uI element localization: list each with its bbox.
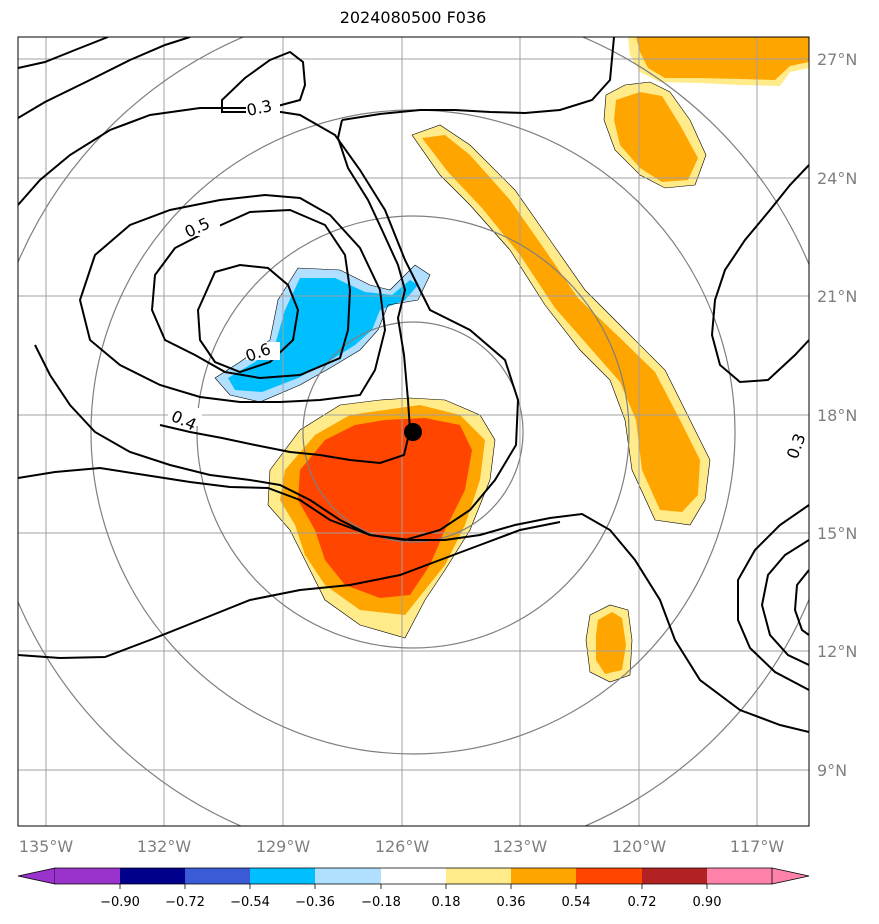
contour-0.4 (18, 107, 520, 542)
map-frame (17, 36, 810, 827)
colorbar-segment (511, 868, 576, 884)
map-area: 0.3 0.5 0.6 0.4 0.3 (18, 37, 809, 826)
storm-center-marker (404, 423, 422, 441)
shade-orange-band (412, 125, 710, 525)
lat-tick: 15°N (817, 524, 857, 543)
colorbar-tick: 0.54 (562, 895, 591, 910)
colorbar-tick: 0.36 (497, 895, 526, 910)
lon-tick: 129°W (256, 837, 311, 856)
colorbar-tick: −0.72 (165, 895, 205, 910)
lat-tick-labels: 27°N 24°N 21°N 18°N 15°N 12°N 9°N (817, 50, 857, 780)
colorbar-segment (120, 868, 185, 884)
contour-east-d (710, 164, 809, 384)
lat-tick: 21°N (817, 287, 857, 306)
gridlines (18, 37, 809, 826)
lon-tick: 123°W (493, 837, 548, 856)
colorbar-segment (381, 868, 446, 884)
colorbar-tick: 0.18 (432, 895, 461, 910)
colorbar: −0.90 −0.72 −0.54 −0.36 −0.18 0.18 0.36 … (17, 867, 810, 910)
colorbar-tick: −0.54 (230, 895, 270, 910)
contour-track (341, 37, 615, 121)
colorbar-segment (315, 868, 381, 884)
lon-tick: 135°W (19, 837, 74, 856)
colorbar-tick: −0.36 (295, 895, 335, 910)
colorbar-tick: 0.72 (628, 895, 657, 910)
colorbar-tick: −0.90 (100, 895, 140, 910)
map-title: 2024080500 F036 (339, 8, 487, 27)
lon-tick: 126°W (375, 837, 430, 856)
colorbar-segment (55, 868, 120, 884)
contour-inner-loop (196, 263, 300, 374)
colorbar-tick: −0.18 (361, 895, 401, 910)
lat-tick: 9°N (817, 761, 847, 780)
shaded-field (215, 37, 809, 682)
shade-outlines (214, 81, 711, 683)
contour-0.4-lower (18, 466, 809, 733)
colorbar-segment (185, 868, 250, 884)
contour-east-b (760, 539, 809, 666)
lat-tick: 27°N (817, 50, 857, 69)
colorbar-extend-low (17, 867, 56, 885)
lon-tick: 132°W (137, 837, 192, 856)
colorbar-segment (250, 868, 315, 884)
lat-tick: 12°N (817, 642, 857, 661)
contour-east-a (737, 504, 809, 691)
contour-0.6 (150, 208, 352, 380)
lon-tick: 120°W (612, 837, 667, 856)
colorbar-segment (446, 868, 511, 884)
lat-tick: 18°N (817, 406, 857, 425)
colorbar-segment (642, 868, 707, 884)
contour-east-c (793, 569, 809, 636)
colorbar-tick: 0.90 (693, 895, 722, 910)
contour-labels: 0.3 0.5 0.6 0.4 0.3 (168, 96, 809, 462)
lat-tick: 24°N (817, 169, 857, 188)
colorbar-extend-high (771, 867, 810, 885)
contour-0.5 (78, 193, 387, 403)
colorbar-segment (707, 868, 772, 884)
lon-tick: 117°W (730, 837, 785, 856)
contour-label-0.3-top: 0.3 (245, 96, 274, 120)
lon-tick-labels: 135°W 132°W 129°W 126°W 123°W 120°W 117°… (19, 837, 785, 856)
colorbar-segment (576, 868, 642, 884)
